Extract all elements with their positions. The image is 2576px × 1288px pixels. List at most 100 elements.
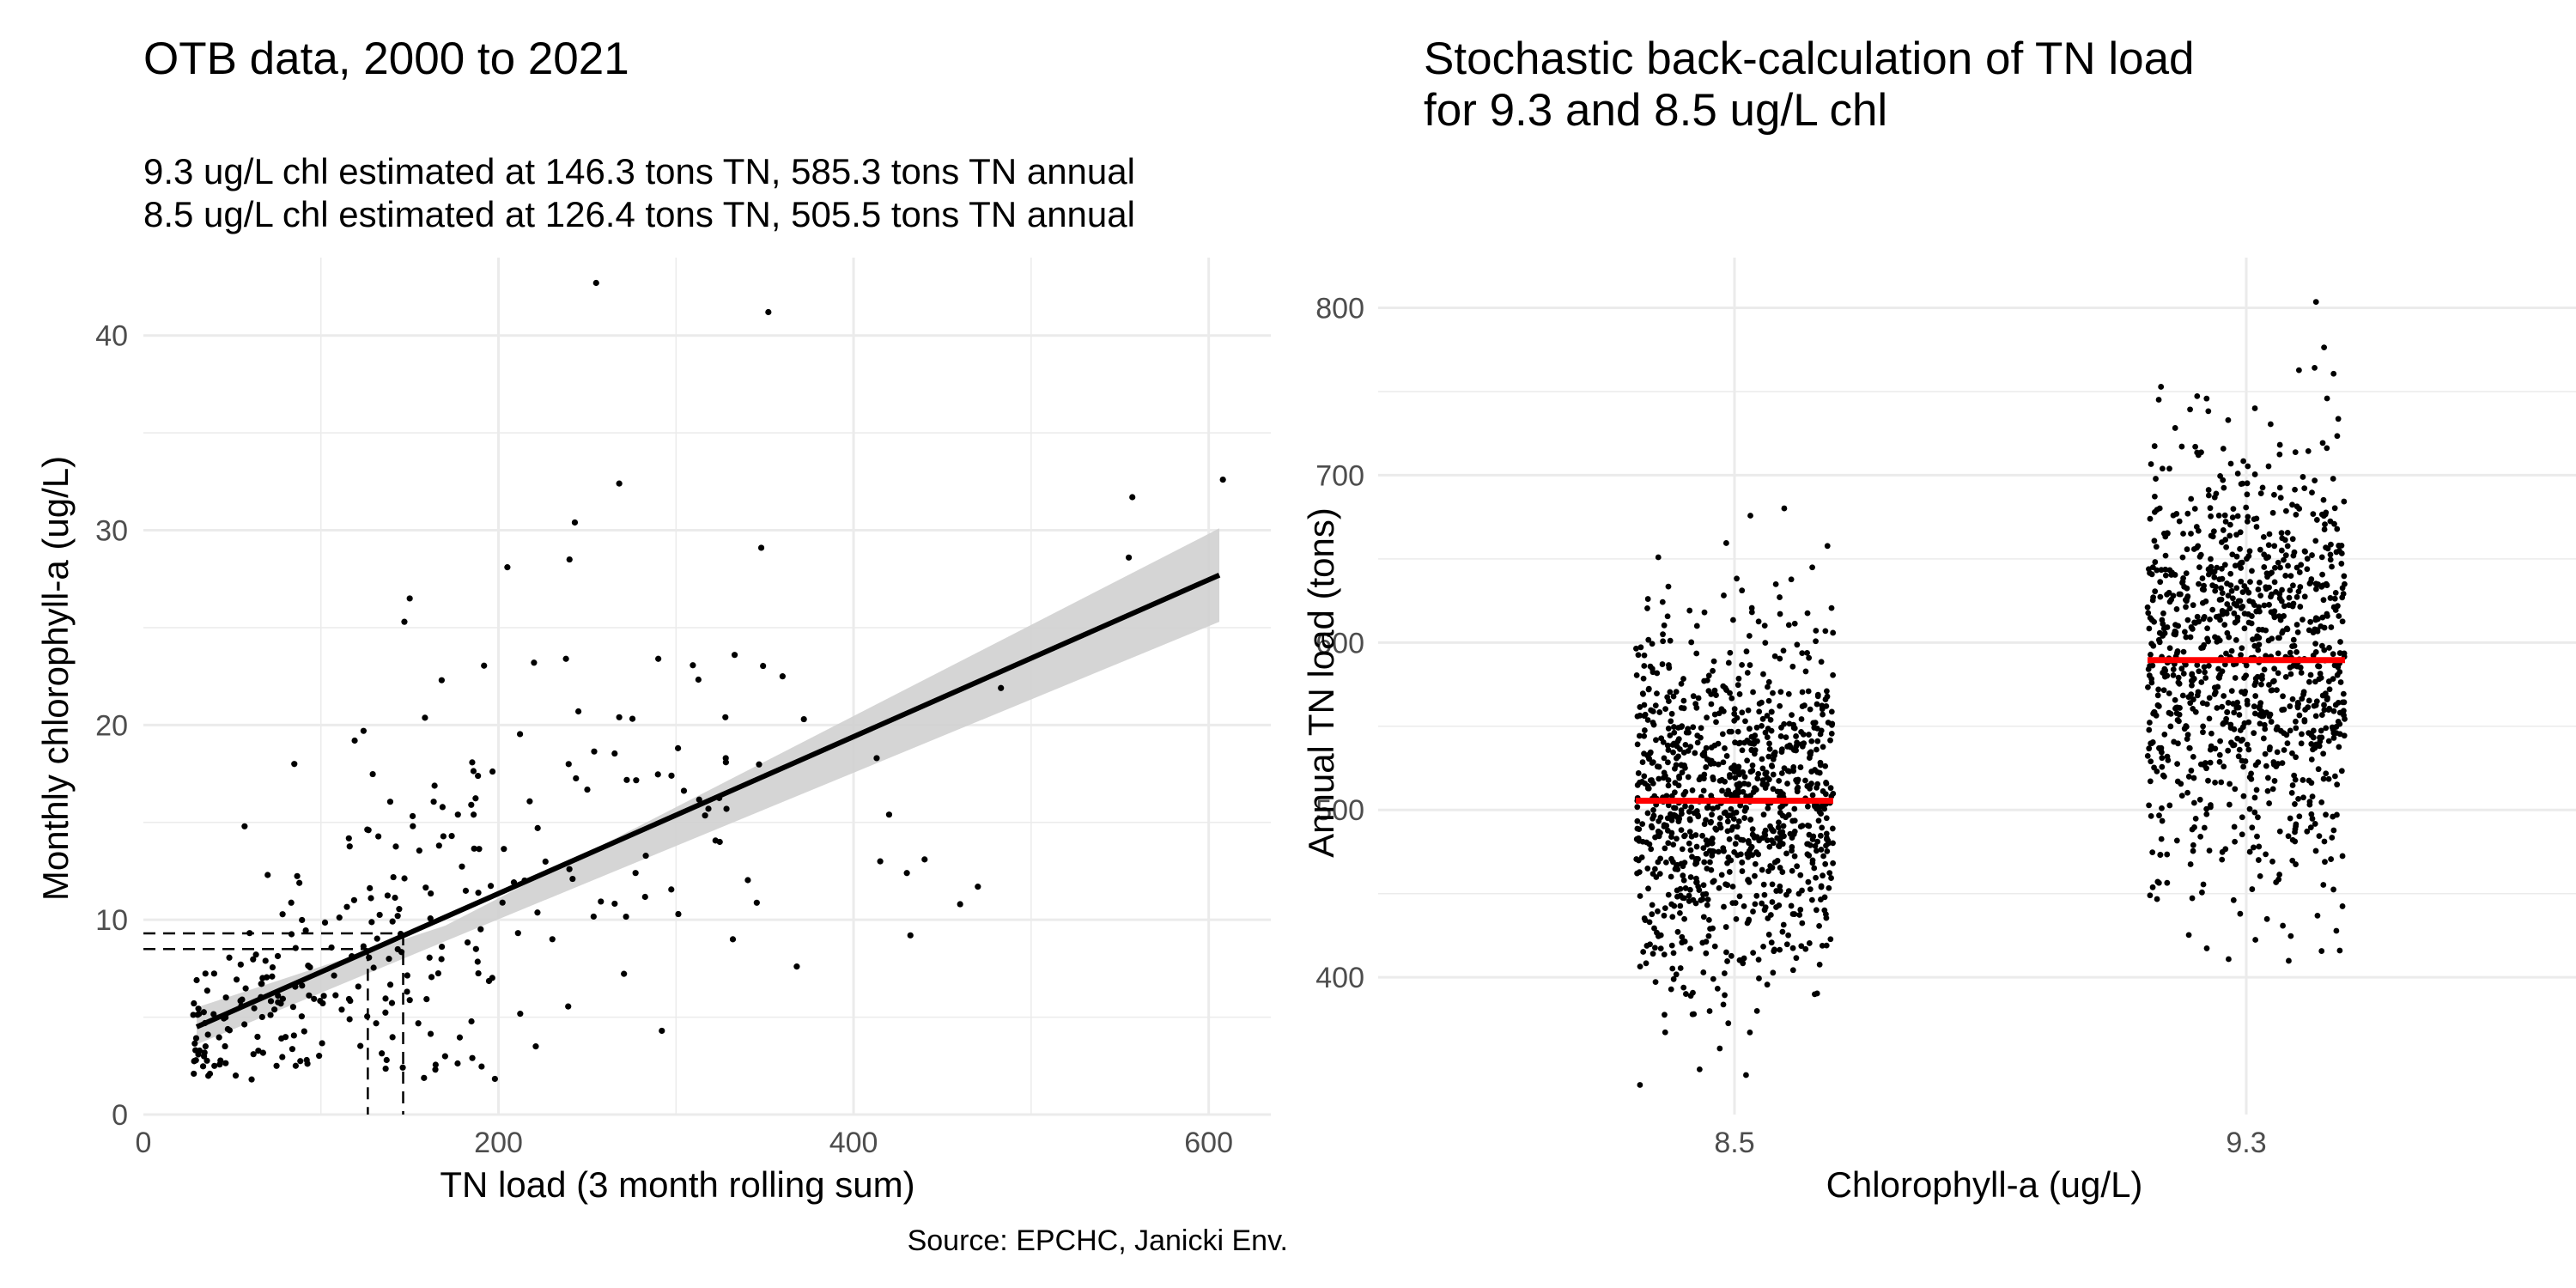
data-point: [1677, 909, 1683, 916]
right-x-ticks: 8.5 9.3: [1714, 1127, 2266, 1159]
data-point: [1686, 840, 1692, 847]
left-y-axis-label: Monthly chlorophyll-a (ug/L): [35, 456, 76, 901]
data-point: [1693, 843, 1700, 850]
data-point: [2260, 735, 2267, 742]
data-point: [2190, 848, 2196, 854]
data-point: [2287, 703, 2293, 709]
data-point: [1734, 834, 1741, 841]
data-point: [2194, 392, 2201, 399]
data-point: [2204, 635, 2210, 642]
data-point: [2323, 509, 2330, 516]
data-point: [1818, 803, 1825, 810]
data-point: [2281, 730, 2287, 737]
regression-line: [195, 572, 1221, 1030]
data-point: [2195, 452, 2202, 459]
data-point: [1644, 717, 1651, 723]
data-point: [1722, 540, 1729, 546]
data-point: [712, 837, 719, 844]
data-point: [2320, 775, 2327, 782]
data-point: [2212, 779, 2218, 786]
data-point: [2266, 584, 2272, 591]
data-point: [1818, 847, 1825, 853]
data-point: [2330, 827, 2337, 834]
data-point: [345, 995, 353, 1003]
data-point: [346, 1016, 353, 1023]
data-point: [2255, 586, 2262, 592]
data-point: [2220, 446, 2227, 452]
data-point: [1722, 778, 1728, 785]
data-point: [2309, 489, 2315, 496]
data-point: [1724, 882, 1731, 889]
data-point: [2312, 641, 2318, 647]
data-point: [2164, 879, 2171, 886]
data-point: [921, 856, 928, 863]
data-point: [1768, 708, 1775, 715]
data-point: [373, 1020, 380, 1027]
data-point: [1740, 836, 1747, 843]
data-point: [1656, 763, 1662, 770]
data-point: [2147, 515, 2154, 522]
data-point: [2237, 910, 2244, 917]
data-point: [1699, 832, 1705, 839]
data-point: [2297, 584, 2304, 590]
data-point: [1693, 623, 1700, 629]
data-point: [1703, 764, 1710, 770]
data-point: [1705, 916, 1712, 923]
data-point: [2293, 622, 2300, 628]
data-point: [2329, 835, 2336, 841]
data-point: [2327, 556, 2334, 563]
data-point: [2339, 618, 2346, 625]
data-point: [1643, 752, 1650, 759]
data-point: [1787, 830, 1794, 837]
data-point: [1716, 821, 1723, 828]
data-point: [2265, 637, 2272, 644]
data-point: [2241, 583, 2248, 589]
data-point: [2205, 492, 2212, 499]
data-point: [2330, 370, 2337, 377]
data-point: [1665, 782, 1672, 789]
data-point: [1820, 744, 1826, 750]
data-point: [1789, 817, 1796, 824]
data-point: [2331, 662, 2338, 669]
confidence-band: [197, 528, 1220, 1045]
data-point: [2218, 779, 2225, 786]
data-point: [2251, 471, 2258, 477]
data-point: [2180, 531, 2186, 537]
data-point: [2205, 487, 2212, 493]
data-point: [2227, 460, 2234, 467]
data-point: [2314, 616, 2321, 623]
data-point: [2290, 636, 2297, 643]
data-point: [2310, 727, 2317, 734]
data-point: [1804, 822, 1811, 829]
data-point: [1807, 750, 1814, 756]
data-point: [2334, 526, 2341, 532]
data-point: [2165, 756, 2172, 763]
data-point: [2328, 541, 2334, 548]
data-point: [2336, 669, 2343, 675]
data-point: [1637, 963, 1643, 970]
data-point: [279, 911, 286, 918]
data-point: [432, 1066, 439, 1073]
data-point: [1655, 554, 1662, 561]
data-point: [2180, 648, 2187, 655]
data-point: [2280, 922, 2286, 929]
data-point: [2200, 729, 2206, 736]
data-point: [2282, 507, 2289, 514]
data-point: [1664, 827, 1671, 834]
data-point: [1641, 732, 1648, 739]
data-point: [623, 913, 629, 920]
data-point: [1767, 863, 1774, 869]
data-point: [191, 999, 197, 1007]
data-point: [1714, 985, 1721, 992]
data-point: [2201, 824, 2208, 831]
data-point: [1681, 833, 1687, 840]
data-point: [289, 1004, 297, 1011]
y-tick-label: 10: [95, 904, 128, 937]
data-point: [345, 835, 352, 841]
data-point: [410, 823, 416, 829]
data-point: [2228, 587, 2235, 594]
data-point: [2236, 746, 2243, 753]
data-point: [779, 673, 786, 680]
data-point: [2315, 766, 2322, 773]
